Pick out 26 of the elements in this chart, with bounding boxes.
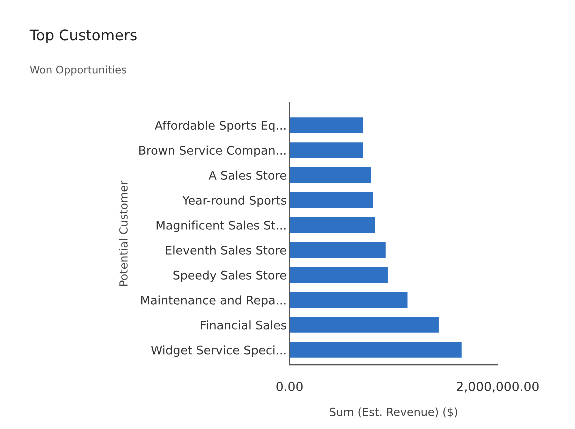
y-tick-label: Magnificent Sales St... — [156, 220, 286, 232]
bar — [290, 241, 388, 260]
bar — [290, 116, 364, 135]
y-tick-label: Year-round Sports — [182, 196, 286, 208]
bar — [290, 141, 364, 160]
x-axis-title: Sum (Est. Revenue) ($) — [330, 408, 458, 418]
bar — [290, 266, 390, 284]
bar — [290, 191, 375, 210]
y-tick-label: A Sales Store — [208, 170, 286, 180]
bar — [290, 316, 440, 334]
bar — [290, 166, 373, 185]
text: Won Opportunities — [30, 66, 126, 76]
text: Top Customers — [30, 30, 137, 44]
x-tick-label: 0.00 — [276, 382, 303, 392]
y-tick-label: Brown Service Compan... — [140, 146, 286, 158]
bar — [290, 216, 377, 234]
y-tick-label: Affordable Sports Eq... — [154, 120, 286, 132]
y-tick-label: Eleventh Sales Store — [166, 246, 286, 255]
bar — [290, 340, 464, 360]
y-axis-title: Potential Customer — [119, 180, 128, 286]
bar — [290, 290, 410, 310]
x-tick-label: 2,000,000.00 — [457, 382, 539, 393]
y-tick-label: Maintenance and Repa... — [142, 296, 286, 308]
y-tick-label: Financial Sales — [201, 320, 286, 330]
y-tick-label: Widget Service Speci... — [151, 346, 286, 358]
y-tick-label: Speedy Sales Store — [174, 270, 286, 282]
